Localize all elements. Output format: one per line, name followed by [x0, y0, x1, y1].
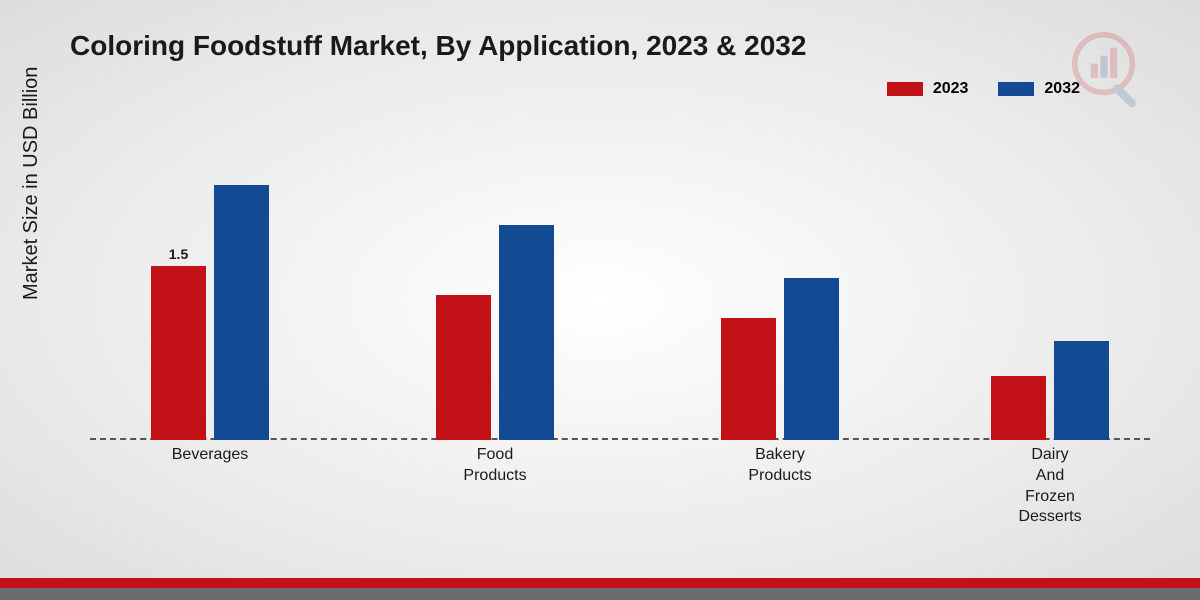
bar — [499, 225, 554, 440]
x-tick-label: Bakery Products — [748, 445, 811, 487]
bar-group — [151, 185, 269, 440]
bar-group — [991, 341, 1109, 440]
legend-item: 2032 — [998, 80, 1080, 98]
bar — [991, 376, 1046, 440]
bar — [784, 278, 839, 440]
x-tick-label: Dairy And Frozen Desserts — [1018, 445, 1081, 528]
bar-group — [436, 225, 554, 440]
footer-bar — [0, 578, 1200, 600]
footer-grey-stripe — [0, 588, 1200, 600]
x-tick-label: Food Products — [463, 445, 526, 487]
chart-page: Coloring Foodstuff Market, By Applicatio… — [0, 0, 1200, 600]
bar — [151, 266, 206, 440]
legend-label: 2032 — [1044, 80, 1080, 98]
bar — [214, 185, 269, 440]
x-axis-labels: Beverages Food Products Bakery Products Dai… — [90, 445, 1150, 565]
bar — [436, 295, 491, 440]
legend-swatch — [887, 82, 923, 96]
legend-swatch — [998, 82, 1034, 96]
y-axis-label: Market Size in USD Billion — [20, 67, 43, 300]
legend-label: 2023 — [933, 80, 969, 98]
legend: 2023 2032 — [887, 80, 1080, 98]
legend-item: 2023 — [887, 80, 969, 98]
bar — [721, 318, 776, 440]
bar-group — [721, 278, 839, 440]
x-tick-label: Beverages — [172, 445, 249, 466]
bar — [1054, 341, 1109, 440]
bar-value-label: 1.5 — [169, 246, 188, 262]
footer-red-stripe — [0, 578, 1200, 588]
chart-title: Coloring Foodstuff Market, By Applicatio… — [70, 30, 806, 62]
watermark-logo — [1070, 30, 1150, 110]
plot-area: 1.5 — [90, 150, 1150, 440]
